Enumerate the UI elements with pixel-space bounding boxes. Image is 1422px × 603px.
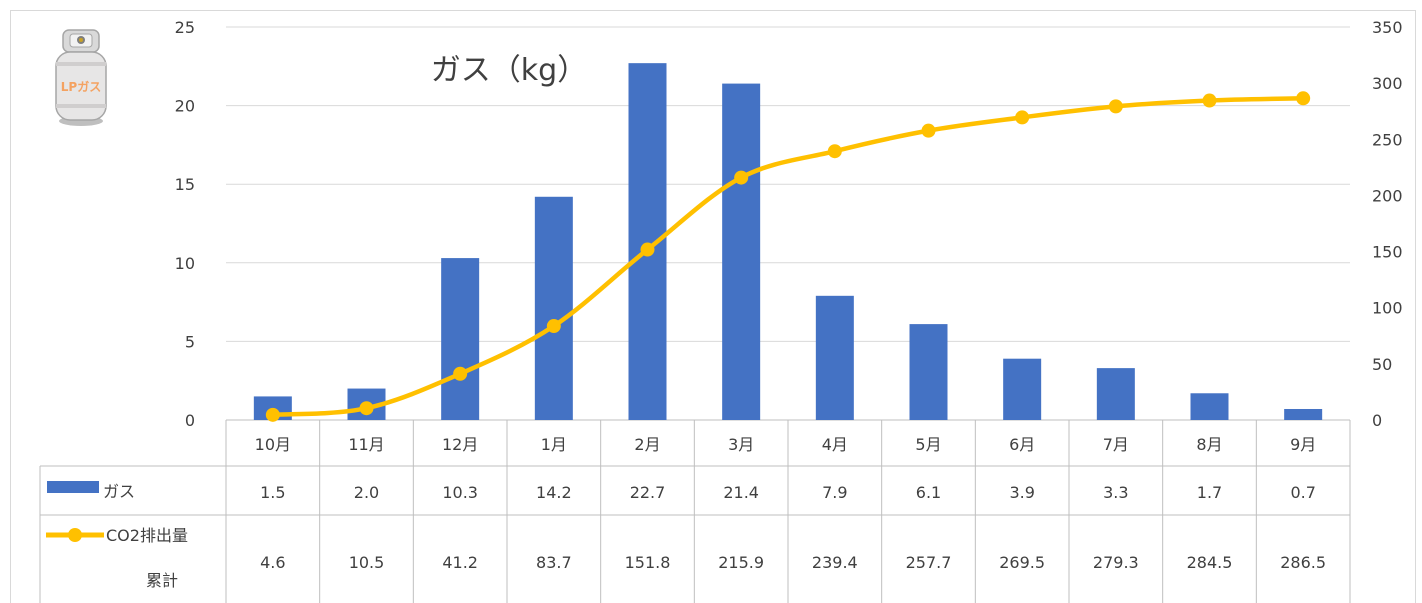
left-axis: 0 5 10 15 20 25 — [175, 18, 195, 430]
left-axis-tick-label: 5 — [185, 332, 195, 351]
bar-7月 — [1096, 368, 1135, 420]
category-label: 7月 — [1103, 435, 1129, 454]
left-axis-tick-label: 20 — [175, 97, 195, 116]
co2-cumulative-value-cell: 10.5 — [349, 553, 385, 572]
co2-cumulative-value-cell: 284.5 — [1187, 553, 1233, 572]
category-label: 1月 — [541, 435, 567, 454]
right-axis-tick-label: 50 — [1372, 355, 1392, 374]
gas-value-cell: 7.9 — [822, 483, 847, 502]
legend-label-co2-line1: CO2排出量 — [106, 526, 188, 545]
line-point-6月 — [1015, 110, 1030, 125]
line-point-2月 — [640, 242, 655, 257]
co2-cumulative-value-cell: 151.8 — [625, 553, 671, 572]
bar-3月 — [722, 83, 761, 420]
co2-cumulative-value-cell: 83.7 — [536, 553, 572, 572]
left-axis-tick-label: 0 — [185, 411, 195, 430]
line-point-5月 — [921, 123, 936, 138]
right-axis: 0 50 100 150 200 250 300 350 — [1372, 18, 1403, 430]
bar-6月 — [1003, 358, 1042, 420]
category-label: 4月 — [822, 435, 848, 454]
right-axis-tick-label: 250 — [1372, 130, 1403, 149]
legend-key-gas — [47, 481, 99, 493]
co2-cumulative-value-cell: 286.5 — [1280, 553, 1326, 572]
gas-value-cell: 0.7 — [1290, 483, 1315, 502]
right-axis-tick-label: 100 — [1372, 299, 1403, 318]
bar-1月 — [534, 196, 573, 420]
gas-value-cell: 1.7 — [1197, 483, 1222, 502]
gas-value-cell: 1.5 — [260, 483, 285, 502]
right-axis-tick-label: 300 — [1372, 74, 1403, 93]
line-point-12月 — [453, 366, 468, 381]
left-axis-tick-label: 25 — [175, 18, 195, 37]
co2-cumulative-value-cell: 239.4 — [812, 553, 858, 572]
category-label: 10月 — [255, 435, 291, 454]
right-axis-tick-label: 150 — [1372, 243, 1403, 262]
co2-cumulative-value-cell: 257.7 — [906, 553, 952, 572]
right-axis-tick-label: 350 — [1372, 18, 1403, 37]
gas-value-cell: 6.1 — [916, 483, 941, 502]
cumulative-co2-line — [270, 96, 1306, 418]
chart-frame — [10, 10, 1416, 603]
category-label: 12月 — [442, 435, 478, 454]
category-label: 2月 — [634, 435, 660, 454]
line-point-4月 — [827, 144, 842, 159]
co2-cumulative-value-cell: 279.3 — [1093, 553, 1139, 572]
data-table: 10月 11月 12月 1月 2月 3月 4月 5月 6月 7月 8月 9月 1.5 2.0 10.3 14.… — [39, 420, 1351, 603]
bar-series — [253, 63, 1323, 420]
legend-label-gas: ガス — [103, 482, 135, 501]
line-point-1月 — [546, 319, 561, 334]
gas-value-cell: 3.3 — [1103, 483, 1128, 502]
bar-12月 — [441, 258, 480, 420]
line-point-3月 — [734, 170, 749, 185]
gas-value-cell: 14.2 — [536, 483, 572, 502]
line-point-11月 — [359, 401, 374, 416]
legend-label-co2-line2: 累計 — [146, 571, 178, 590]
line-point-8月 — [1202, 93, 1217, 108]
bar-8月 — [1190, 393, 1229, 420]
line-series — [265, 91, 1311, 422]
line-point-10月 — [265, 407, 280, 422]
co2-cumulative-value-cell: 41.2 — [442, 553, 478, 572]
bar-9月 — [1284, 408, 1323, 420]
right-axis-tick-label: 0 — [1372, 411, 1382, 430]
icon-label: LPガス — [61, 79, 101, 94]
gas-value-cell: 21.4 — [723, 483, 759, 502]
co2-cumulative-value-cell: 215.9 — [718, 553, 764, 572]
co2-cumulative-value-cell: 4.6 — [260, 553, 285, 572]
category-label: 6月 — [1009, 435, 1035, 454]
bar-4月 — [815, 295, 854, 420]
co2-cumulative-value-cell: 269.5 — [999, 553, 1045, 572]
line-point-7月 — [1108, 99, 1123, 114]
category-label: 9月 — [1290, 435, 1316, 454]
category-label: 3月 — [728, 435, 754, 454]
category-label: 8月 — [1196, 435, 1222, 454]
line-point-9月 — [1296, 91, 1311, 106]
category-label: 5月 — [915, 435, 941, 454]
chart-title: ガス（kg） — [431, 53, 587, 88]
lp-gas-cylinder-icon: LPガス — [55, 29, 107, 126]
left-axis-tick-label: 10 — [175, 254, 195, 273]
category-label: 11月 — [348, 435, 384, 454]
gas-value-cell: 2.0 — [354, 483, 379, 502]
gas-value-cell: 10.3 — [442, 483, 478, 502]
bar-5月 — [909, 324, 948, 420]
gas-value-cell: 22.7 — [630, 483, 666, 502]
gas-value-cell: 3.9 — [1009, 483, 1034, 502]
right-axis-tick-label: 200 — [1372, 186, 1403, 205]
left-axis-tick-label: 15 — [175, 175, 195, 194]
legend-key-co2-marker — [68, 528, 82, 542]
